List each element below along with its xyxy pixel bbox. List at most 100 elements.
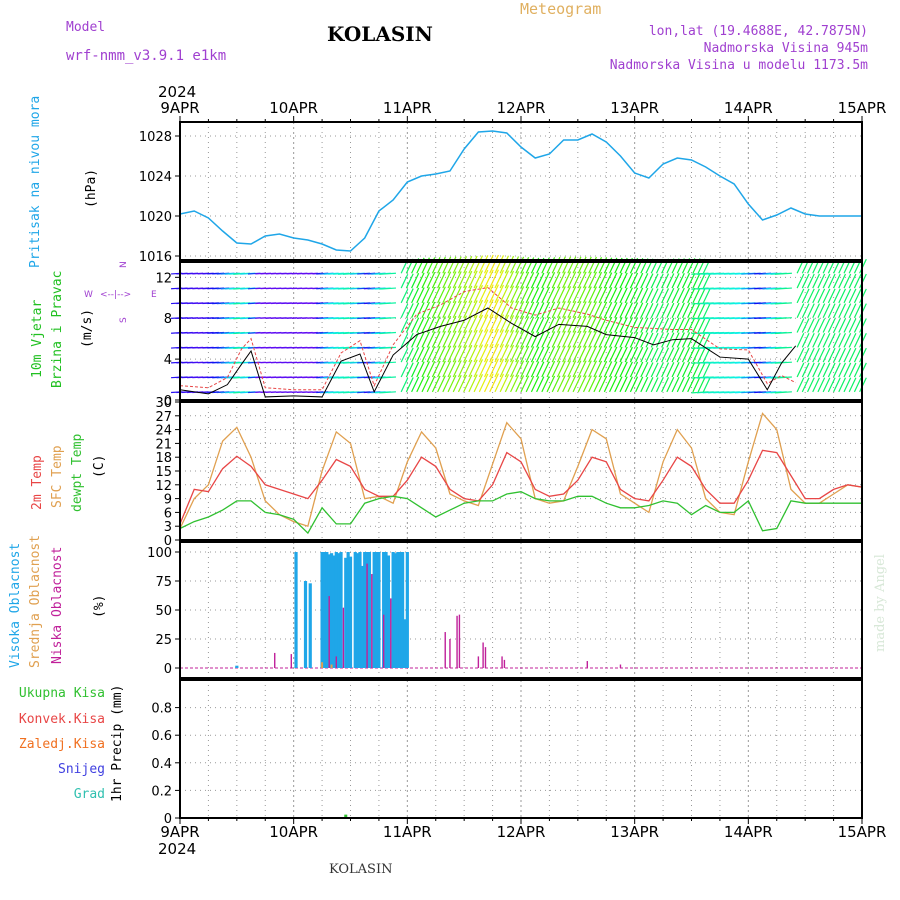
wind-arrow bbox=[556, 360, 566, 378]
wind-arrow bbox=[504, 285, 515, 304]
wind-arrow bbox=[457, 345, 468, 363]
wind-arrow bbox=[457, 374, 468, 393]
wind-arrow bbox=[510, 345, 520, 363]
wind-arrow bbox=[801, 377, 810, 393]
cloud-ytick-label: 0 bbox=[164, 662, 172, 677]
wind-arrow bbox=[437, 360, 446, 378]
wind-arrow bbox=[416, 302, 425, 318]
wind-arrow bbox=[489, 299, 499, 318]
wind-arrow bbox=[400, 274, 409, 289]
wind-arrow bbox=[640, 362, 649, 378]
wind-arrow bbox=[796, 273, 805, 289]
wind-arrow bbox=[774, 376, 792, 379]
wind-arrow bbox=[567, 360, 577, 378]
wind-arrow bbox=[483, 254, 494, 274]
wind-arrow bbox=[473, 359, 484, 378]
wind-arrow bbox=[411, 317, 420, 333]
wind-arrow bbox=[489, 328, 499, 348]
pressure-ytick-label: 1024 bbox=[139, 170, 172, 185]
wind-arrow bbox=[421, 376, 430, 393]
wind-arrow bbox=[572, 286, 582, 304]
wind-arrow bbox=[697, 303, 706, 318]
temp-2m-line bbox=[179, 449, 863, 525]
high-cloud-bar bbox=[396, 552, 400, 668]
lonlat-label: lon,lat (19.4688E, 42.7875N) bbox=[648, 24, 868, 39]
compass-n: N bbox=[119, 261, 129, 268]
wind-arrow bbox=[452, 345, 462, 363]
wind-arrow bbox=[801, 362, 810, 378]
station-title: KOLASIN bbox=[327, 22, 433, 46]
wind-arrow bbox=[582, 375, 592, 393]
wind-arrow bbox=[661, 377, 670, 393]
wind-arrow bbox=[666, 376, 675, 393]
low-cloud-bar bbox=[458, 614, 461, 668]
wind-arrow bbox=[463, 300, 473, 318]
wind-arrow bbox=[848, 377, 857, 393]
wind-arrow bbox=[400, 333, 409, 348]
temp-ytick-label: 12 bbox=[155, 479, 172, 494]
wind-arrow bbox=[452, 360, 462, 378]
wind-arrow bbox=[666, 362, 675, 378]
wind-arrow bbox=[379, 331, 397, 335]
high-cloud-bar bbox=[334, 552, 338, 668]
wind-arrow bbox=[661, 288, 670, 304]
wind-arrow bbox=[650, 362, 659, 378]
wind-arrow bbox=[817, 333, 826, 348]
wind-arrow bbox=[541, 346, 550, 363]
wind-arrow bbox=[629, 302, 639, 318]
wind-arrow bbox=[774, 272, 792, 275]
wind-arrow bbox=[515, 286, 525, 304]
high-cloud-bar bbox=[391, 552, 395, 668]
high-cloud-bar bbox=[393, 553, 398, 668]
wind-arrow bbox=[812, 318, 820, 333]
wind-arrow bbox=[687, 302, 696, 318]
wind-arrow bbox=[687, 347, 696, 363]
low-cloud-bar bbox=[449, 639, 451, 668]
wind-arrow bbox=[463, 285, 473, 304]
wind-arrow bbox=[572, 330, 582, 348]
wind-arrow bbox=[442, 375, 452, 393]
wind-arrow bbox=[483, 284, 494, 304]
wind-arrow bbox=[421, 272, 430, 289]
wind-arrow bbox=[661, 273, 670, 289]
wind-arrow bbox=[817, 303, 826, 318]
legend-convective-rain: Konvek.Kisa bbox=[18, 712, 105, 727]
temp-ytick-label: 18 bbox=[155, 451, 172, 466]
wind-arrow bbox=[431, 316, 441, 333]
altitude-label: Nadmorska Visina 945m bbox=[703, 41, 868, 56]
wind-arrow bbox=[473, 329, 484, 348]
wind-arrow bbox=[411, 302, 420, 318]
wind-arrow bbox=[437, 286, 446, 304]
wind-arrow bbox=[603, 331, 613, 348]
wind-arrow bbox=[478, 373, 489, 393]
bottom-day-label: 15APR bbox=[838, 823, 887, 841]
wind-arrow bbox=[629, 361, 639, 378]
wind-arrow bbox=[640, 332, 649, 348]
wind-arrow bbox=[806, 333, 815, 348]
wind-arrow bbox=[588, 301, 597, 318]
wind-ytick-label: 12 bbox=[155, 271, 172, 286]
wind-arrow bbox=[447, 271, 457, 289]
wind-arrow bbox=[379, 302, 397, 305]
wind-arrow bbox=[452, 300, 462, 318]
wind-arrow bbox=[702, 303, 711, 318]
high-cloud-bar bbox=[360, 565, 364, 668]
wind-arrow bbox=[848, 273, 857, 289]
wind-arrow bbox=[603, 287, 613, 304]
wind-arrow bbox=[843, 333, 852, 348]
wind-arrow bbox=[812, 333, 820, 348]
wind-arrow bbox=[405, 288, 414, 304]
wind-arrow bbox=[650, 273, 659, 289]
wind-arrow bbox=[598, 316, 608, 333]
high-cloud-bar bbox=[363, 552, 367, 668]
wind-arrow bbox=[655, 273, 664, 289]
wind-arrow bbox=[614, 331, 623, 348]
wind-arrow bbox=[655, 303, 664, 318]
high-cloud-bar bbox=[320, 552, 324, 668]
wind-arrow bbox=[567, 286, 577, 304]
wind-arrow bbox=[411, 272, 420, 289]
wind-arrow bbox=[520, 360, 530, 378]
wind-arrow bbox=[504, 359, 515, 378]
wind-arrow bbox=[468, 344, 478, 363]
wind-arrow bbox=[577, 360, 587, 378]
